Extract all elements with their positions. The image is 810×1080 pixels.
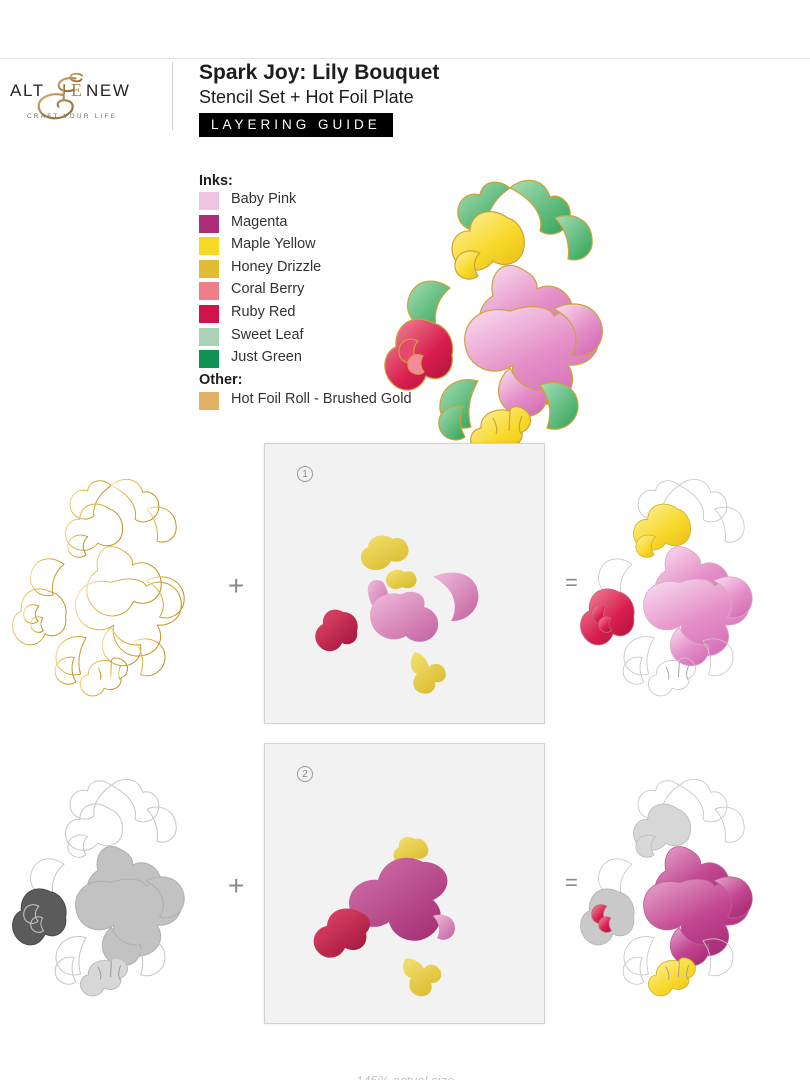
svg-text:NEW: NEW bbox=[86, 81, 130, 100]
svg-text:ALT: ALT bbox=[10, 81, 45, 100]
